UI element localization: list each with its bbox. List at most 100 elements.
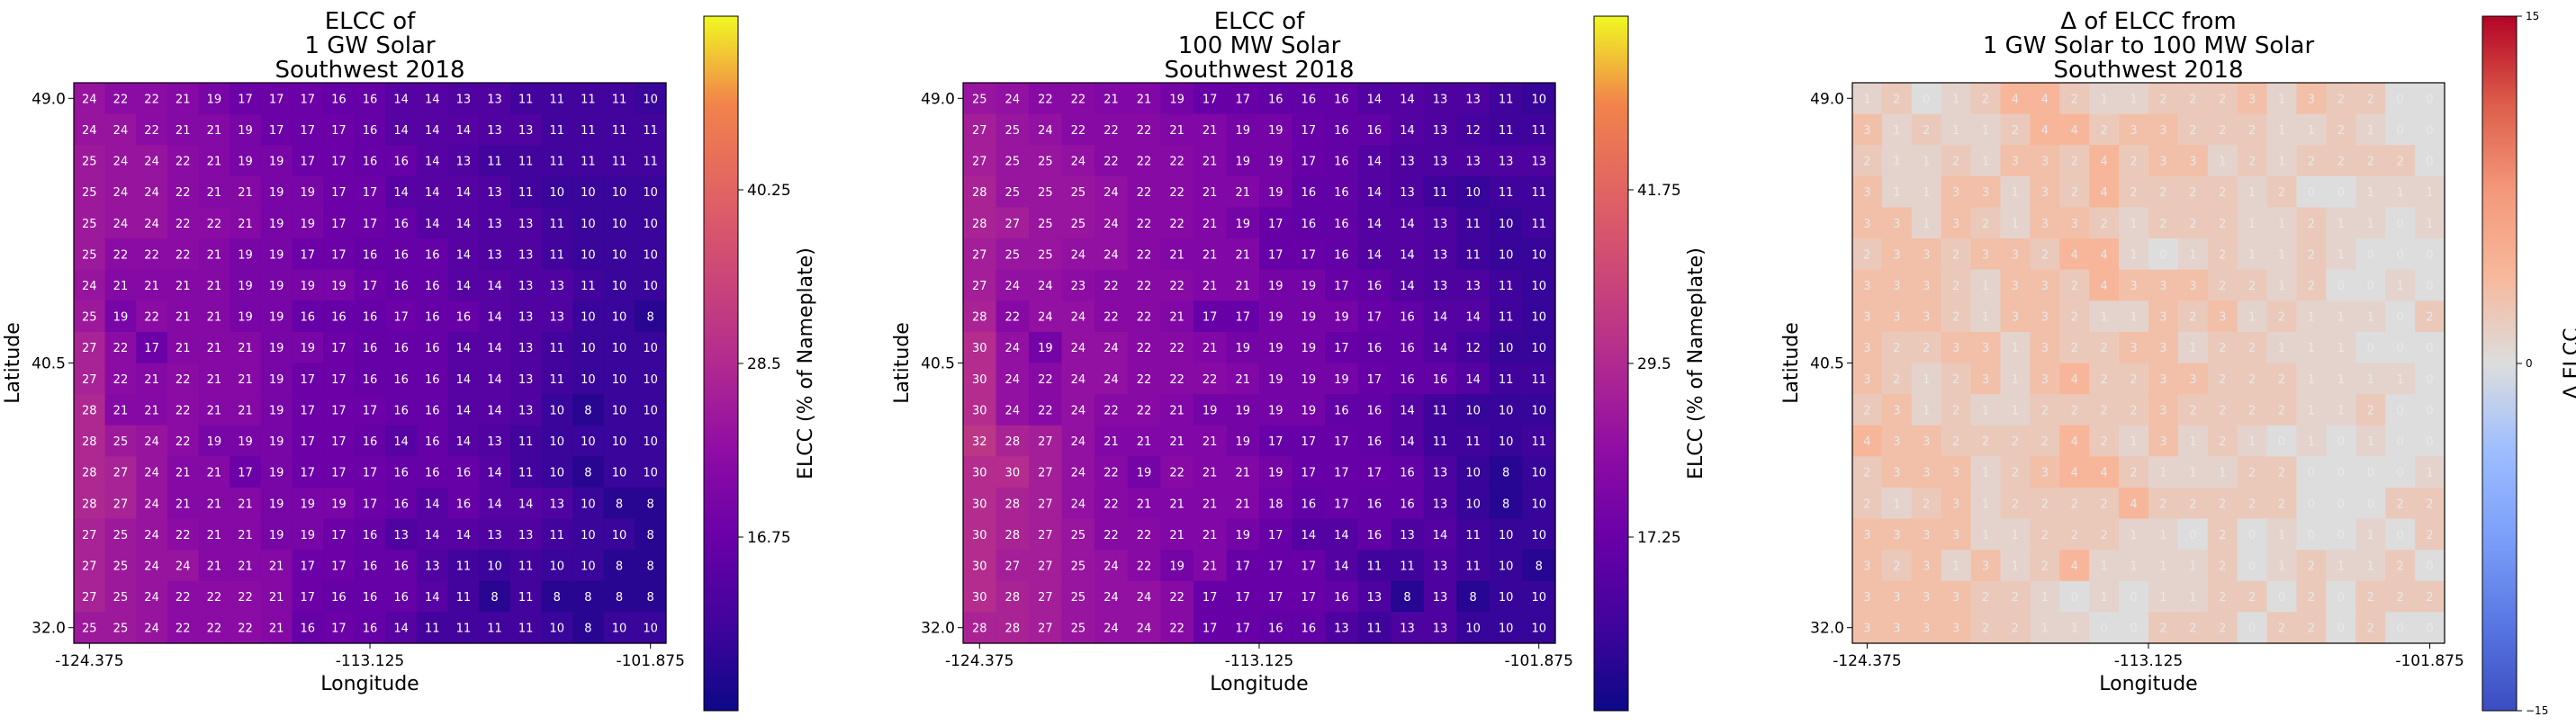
heatmap-cell bbox=[1881, 83, 1913, 115]
heatmap-cell bbox=[1423, 550, 1457, 582]
cell-value-label: 0 bbox=[2426, 124, 2433, 138]
heatmap-cell bbox=[1193, 300, 1228, 333]
heatmap-cell bbox=[2059, 518, 2090, 551]
y-axis-label: Latitude bbox=[891, 322, 914, 404]
heatmap-cell bbox=[1325, 145, 1359, 177]
cell-value-label: 22 bbox=[207, 218, 222, 231]
heatmap-cell bbox=[1061, 145, 1095, 177]
heatmap-cell bbox=[509, 580, 543, 613]
heatmap-cell bbox=[1881, 269, 1913, 301]
heatmap-cell bbox=[479, 175, 511, 209]
heatmap-cell bbox=[2385, 113, 2416, 146]
heatmap-cell bbox=[198, 456, 230, 488]
heatmap-cell bbox=[136, 580, 168, 613]
cell-value-label: 22 bbox=[113, 373, 129, 387]
colorbar-gradient bbox=[1593, 15, 1629, 712]
cell-value-label: 2 bbox=[2248, 280, 2256, 293]
cell-value-label: 21 bbox=[1169, 311, 1184, 325]
cell-value-label: 2 bbox=[2308, 218, 2315, 231]
cell-value-label: 0 bbox=[2426, 623, 2433, 636]
cell-value-label: 2 bbox=[2012, 467, 2019, 480]
cell-value-label: 4 bbox=[2101, 186, 2108, 200]
heatmap-cell bbox=[2385, 300, 2416, 333]
heatmap-cell bbox=[104, 363, 137, 395]
heatmap-cell bbox=[260, 612, 293, 644]
heatmap-cell bbox=[74, 550, 106, 582]
heatmap-cell bbox=[479, 238, 511, 271]
cell-value-label: 13 bbox=[487, 529, 502, 542]
cell-value-label: 22 bbox=[1137, 373, 1152, 387]
cell-value-label: 16 bbox=[300, 311, 315, 325]
heatmap-cell bbox=[74, 580, 106, 613]
cell-value-label: 19 bbox=[1268, 342, 1283, 355]
cell-value-label: 1 bbox=[2308, 311, 2315, 325]
heatmap-cell bbox=[2000, 580, 2031, 613]
cell-value-label: 10 bbox=[643, 248, 658, 262]
heatmap-cell bbox=[1391, 518, 1425, 551]
heatmap-cell bbox=[2415, 394, 2445, 426]
x-tick-label: -124.375 bbox=[1833, 652, 1901, 670]
heatmap-cell bbox=[1160, 394, 1194, 426]
heatmap-cell bbox=[1094, 113, 1129, 146]
heatmap-cell bbox=[1160, 425, 1194, 457]
heatmap-cell bbox=[74, 394, 106, 426]
cell-value-label: 0 bbox=[2426, 342, 2433, 355]
heatmap-cell bbox=[2237, 580, 2268, 613]
heatmap-cell bbox=[963, 612, 997, 644]
heatmap-cell bbox=[541, 487, 573, 520]
heatmap-cell bbox=[2119, 238, 2149, 271]
cell-value-label: 17 bbox=[363, 404, 378, 417]
cell-value-label: 0 bbox=[2426, 435, 2433, 449]
cell-value-label: 21 bbox=[207, 248, 222, 262]
cell-value-label: 0 bbox=[2337, 467, 2345, 480]
cell-value-label: 13 bbox=[1433, 93, 1448, 106]
cell-value-label: 1 bbox=[1863, 93, 1870, 106]
cell-value-label: 13 bbox=[518, 124, 534, 138]
x-tick-label: -124.375 bbox=[55, 652, 123, 670]
cell-value-label: 0 bbox=[2337, 186, 2345, 200]
heatmap-cell bbox=[2207, 175, 2238, 209]
heatmap-cell bbox=[323, 518, 356, 551]
cell-value-label: 17 bbox=[300, 591, 315, 605]
heatmap-cell bbox=[1423, 83, 1457, 115]
cell-value-label: 1 bbox=[2367, 529, 2374, 542]
cell-value-label: 14 bbox=[487, 311, 502, 325]
cell-value-label: 4 bbox=[2101, 467, 2108, 480]
heatmap-cell bbox=[479, 518, 511, 551]
heatmap-cell bbox=[1193, 113, 1228, 146]
heatmap-cell bbox=[2207, 580, 2238, 613]
heatmap-cell bbox=[1193, 83, 1228, 115]
heatmap-cell bbox=[2030, 175, 2060, 209]
cell-value-label: 14 bbox=[425, 93, 440, 106]
heatmap-cell bbox=[509, 456, 543, 488]
cell-value-label: 21 bbox=[113, 280, 129, 293]
heatmap-cell bbox=[2119, 269, 2149, 301]
heatmap-cell bbox=[1941, 518, 1972, 551]
heatmap-cell bbox=[963, 175, 997, 209]
cell-value-label: 1 bbox=[2308, 435, 2315, 449]
heatmap-cell bbox=[2296, 300, 2327, 333]
cell-value-label: 16 bbox=[1367, 124, 1383, 138]
heatmap-cell bbox=[995, 363, 1030, 395]
cell-value-label: 3 bbox=[1893, 529, 1900, 542]
heatmap-cell bbox=[1325, 425, 1359, 457]
cell-value-label: 2 bbox=[1923, 342, 1930, 355]
cell-value-label: 28 bbox=[1005, 435, 1021, 449]
heatmap-cell bbox=[1391, 207, 1425, 239]
heatmap-cell bbox=[323, 580, 356, 613]
heatmap-cell bbox=[1852, 363, 1883, 395]
heatmap-cell bbox=[1911, 580, 1942, 613]
heatmap-cell bbox=[1881, 456, 1913, 488]
cell-value-label: 14 bbox=[1400, 124, 1415, 138]
heatmap-cell bbox=[2059, 175, 2090, 209]
cell-value-label: 21 bbox=[207, 280, 222, 293]
cell-value-label: 2 bbox=[2041, 404, 2049, 417]
cell-value-label: 3 bbox=[1893, 280, 1900, 293]
heatmap-cell bbox=[2385, 580, 2416, 613]
cell-value-label: 13 bbox=[1433, 497, 1448, 511]
cell-value-label: 1 bbox=[2337, 342, 2345, 355]
heatmap-cell bbox=[447, 580, 480, 613]
cell-value-label: 22 bbox=[176, 623, 191, 636]
heatmap-cell bbox=[2177, 207, 2209, 239]
cell-value-label: 19 bbox=[269, 404, 284, 417]
